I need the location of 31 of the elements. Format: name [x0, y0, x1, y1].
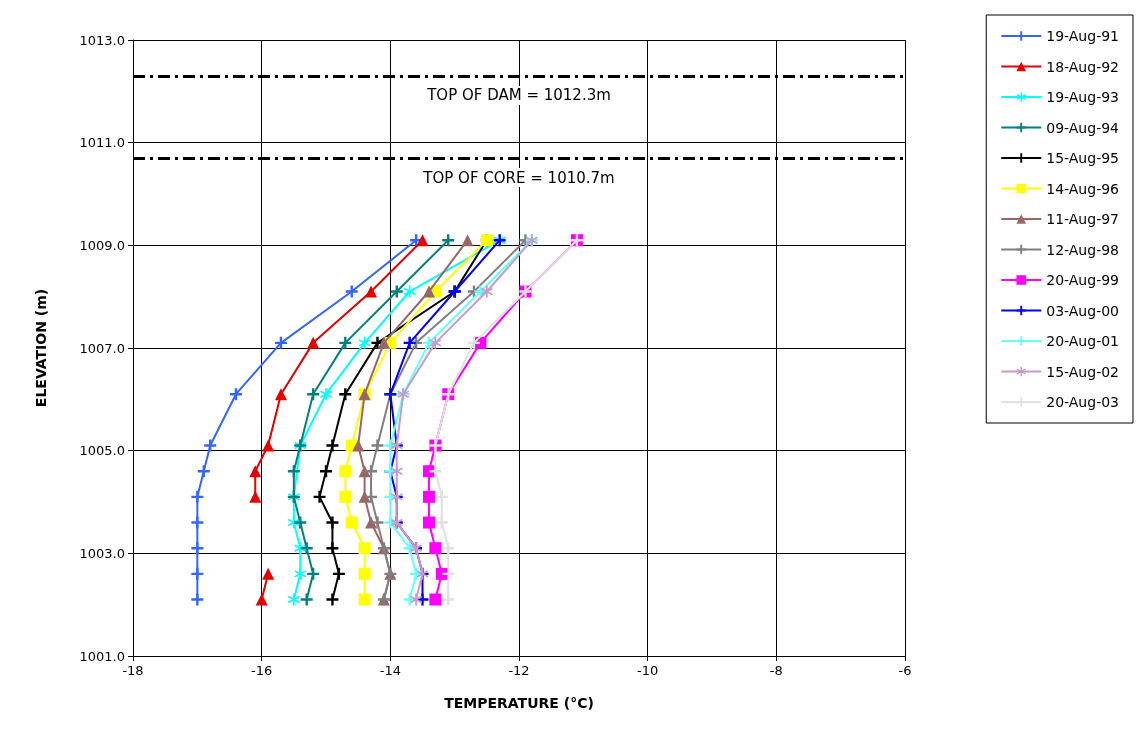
- y-tick-label: 1009.0: [79, 237, 125, 253]
- legend-label: 19-Aug-91: [1046, 28, 1119, 44]
- x-axis-title: TEMPERATURE (°C): [444, 695, 594, 711]
- y-axis-title: ELEVATION (m): [33, 288, 49, 408]
- legend-label: 15-Aug-95: [1046, 150, 1119, 166]
- legend-label: 03-Aug-00: [1046, 302, 1119, 319]
- ref-line-label: TOP OF DAM = 1012.3m: [426, 86, 611, 105]
- legend-label: 20-Aug-99: [1046, 272, 1119, 288]
- y-tick-label: 1005.0: [79, 443, 125, 459]
- y-tick-label: 1013.0: [79, 32, 125, 48]
- legend-label: 15-Aug-02: [1046, 363, 1119, 380]
- ref-line-label: TOP OF CORE = 1010.7m: [422, 168, 615, 187]
- x-tick-label: -10: [637, 663, 659, 678]
- x-tick-label: -8: [769, 663, 783, 678]
- y-tick-label: 1011.0: [79, 135, 125, 151]
- x-tick-label: -16: [251, 663, 273, 678]
- x-tick-label: -12: [508, 663, 530, 678]
- legend-label: 11-Aug-97: [1046, 211, 1119, 227]
- y-tick-label: 1003.0: [79, 545, 125, 561]
- y-tick-label: 1007.0: [79, 340, 125, 356]
- legend-label: 12-Aug-98: [1046, 241, 1119, 258]
- legend-label: 09-Aug-94: [1046, 119, 1120, 136]
- legend-label: 19-Aug-93: [1046, 89, 1119, 105]
- x-tick-label: -14: [379, 663, 401, 678]
- legend-label: 20-Aug-03: [1046, 394, 1119, 410]
- legend-label: 14-Aug-96: [1046, 180, 1120, 197]
- y-tick-label: 1001.0: [79, 648, 125, 664]
- legend-label: 20-Aug-01: [1046, 333, 1119, 349]
- legend-label: 18-Aug-92: [1046, 58, 1119, 75]
- x-tick-label: -6: [898, 663, 912, 678]
- x-tick-label: -18: [122, 663, 144, 678]
